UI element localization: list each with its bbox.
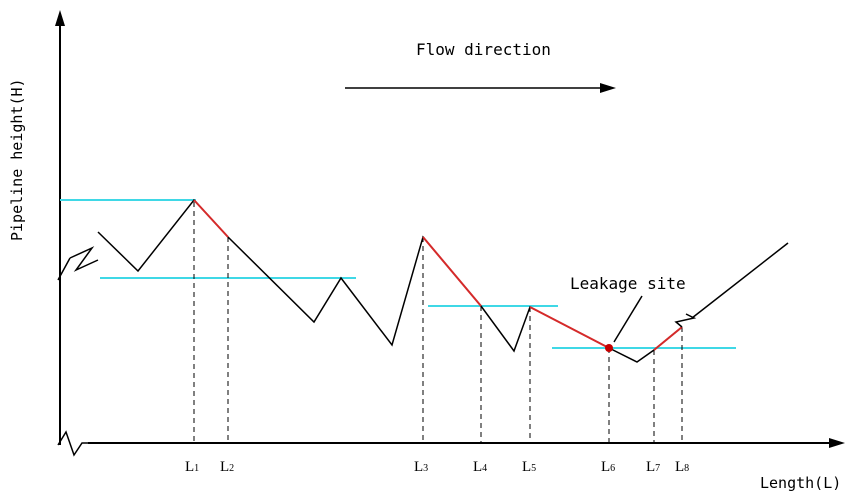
drop-lines (193, 202, 683, 443)
x-axis-arrowhead (829, 438, 845, 448)
highlight-segment-l1-l2 (193, 199, 229, 238)
pipeline-tail (691, 242, 789, 319)
x-axis-label: Length(L) (760, 474, 841, 492)
marker-label-l1: L1 (185, 459, 199, 475)
pipeline-break-mark-right (674, 313, 697, 328)
marker-label-l3: L3 (414, 459, 428, 475)
pipeline-profile-start (57, 257, 71, 281)
marker-label-l8: L8 (675, 459, 689, 475)
highlight-segment-l5-l6 (529, 306, 610, 349)
marker-label-l4: L4 (473, 459, 487, 475)
leak-point (605, 344, 613, 352)
leak-pointer-line (613, 295, 643, 343)
highlight-segment-l3-l4 (422, 236, 482, 307)
marker-label-l2: L2 (220, 459, 234, 475)
marker-label-l5: L5 (522, 459, 536, 475)
y-axis-label: Pipeline height(H) (8, 78, 26, 241)
flow-direction-arrowhead (600, 83, 616, 93)
marker-labels: L1 L2 L3 L4 L5 L6 L7 L8 (185, 459, 689, 475)
marker-label-l7: L7 (646, 459, 660, 475)
highlight-segment-l7-l8 (653, 326, 683, 351)
pipeline-break-mark-left (69, 246, 99, 272)
x-axis-break-mark (57, 430, 88, 457)
flow-direction-label: Flow direction (416, 40, 551, 59)
y-axis-arrowhead (55, 10, 65, 26)
marker-label-l6: L6 (601, 459, 615, 475)
leakage-site-label: Leakage site (570, 274, 686, 293)
